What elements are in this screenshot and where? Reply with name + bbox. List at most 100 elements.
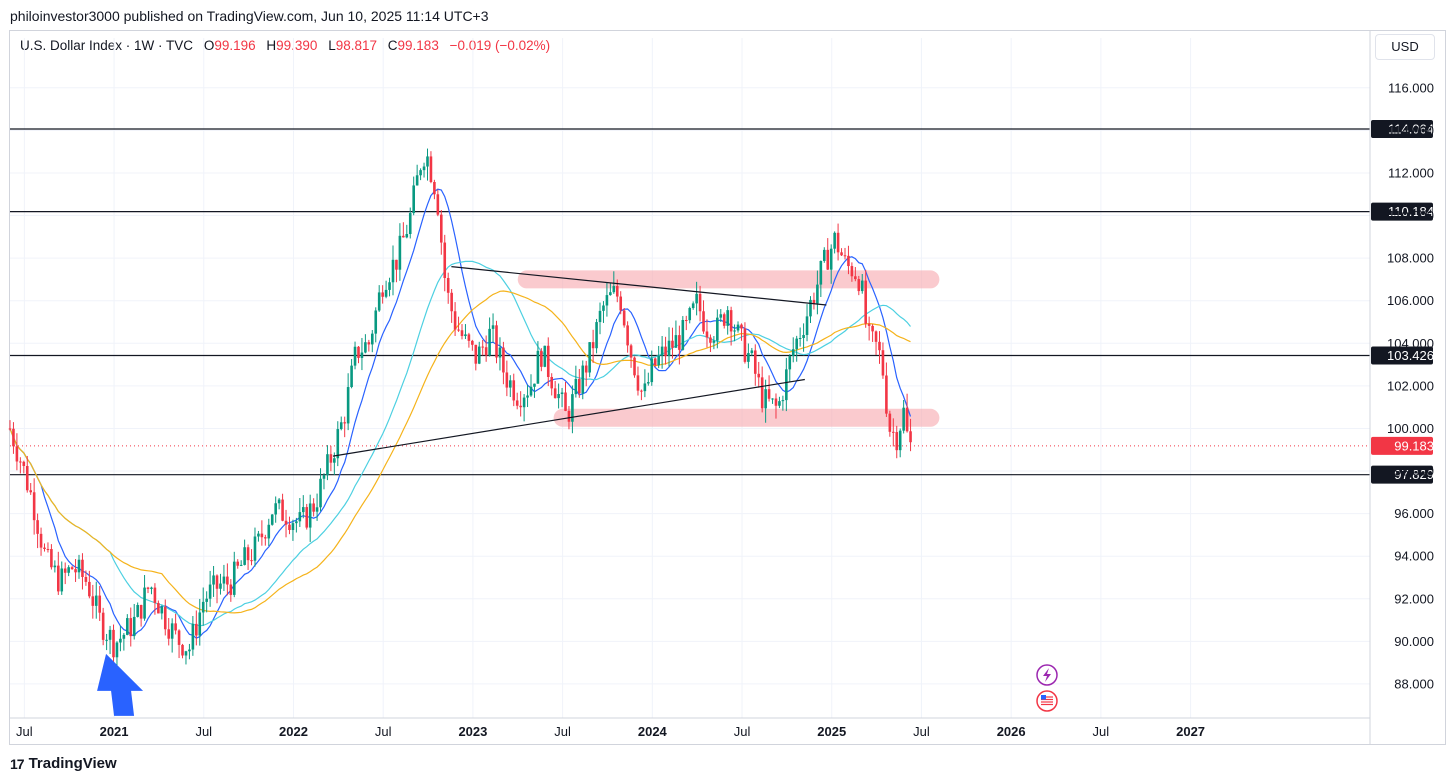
time-tick-label: 2022 — [279, 724, 308, 739]
candle-body — [471, 340, 474, 345]
candle-body — [574, 379, 578, 395]
candle-body — [277, 499, 281, 504]
change-value: −0.019 (−0.02%) — [449, 38, 551, 53]
candle-body — [457, 329, 460, 331]
time-tick-label: 2024 — [638, 724, 668, 739]
level-price-tag — [1371, 202, 1433, 221]
candle-body — [798, 337, 802, 339]
candle-body — [581, 365, 585, 394]
candle-body — [902, 407, 905, 431]
candle-body — [181, 644, 184, 656]
candle-body — [733, 330, 736, 332]
candle-body — [343, 422, 346, 424]
candle-body — [502, 347, 505, 373]
candle-body — [57, 565, 60, 592]
candle-body — [295, 521, 298, 524]
last-price-tag — [1371, 436, 1433, 455]
candle-body — [540, 350, 543, 367]
candle-body — [136, 604, 139, 617]
candle-body — [112, 629, 115, 658]
horizontal-levels: 114.064 110.184 103.426 97.829 99.183 — [10, 120, 1434, 484]
candle-body — [629, 345, 633, 358]
candle-body — [305, 507, 309, 528]
candle-body — [578, 379, 581, 394]
candle-body — [885, 375, 888, 414]
candle-body — [433, 181, 436, 195]
level-price-label: 97.829 — [1394, 467, 1434, 482]
price-tick-label: 102.000 — [1387, 378, 1434, 393]
candle-body — [881, 350, 885, 376]
time-tick-label: Jul — [375, 724, 392, 739]
candle-body — [519, 405, 522, 408]
candle-body — [771, 398, 774, 400]
candle-body — [336, 429, 340, 459]
candle-body — [402, 235, 405, 238]
candle-body — [239, 564, 243, 566]
candle-body — [439, 214, 443, 243]
candle-body — [836, 232, 840, 253]
candle-body — [647, 382, 650, 384]
price-tick-label: 108.000 — [1387, 251, 1434, 266]
chart-frame — [9, 30, 1446, 745]
currency-button[interactable]: USD — [1375, 34, 1435, 60]
high-label: H — [266, 38, 277, 53]
candle-body — [453, 311, 457, 330]
candle-body — [408, 213, 412, 235]
candle-body — [101, 612, 105, 640]
time-tick-label: Jul — [734, 724, 751, 739]
candle-body — [660, 346, 664, 356]
price-tick-label: 112.000 — [1388, 165, 1434, 180]
price-tick-label: 100.000 — [1387, 421, 1434, 436]
candle-body — [184, 651, 188, 656]
price-tick-label: 104.000 — [1387, 336, 1434, 351]
candle-body — [674, 335, 678, 348]
last-price-label: 99.183 — [1394, 438, 1434, 453]
candle-body — [491, 325, 495, 329]
candle-body — [91, 596, 95, 606]
candle-body — [681, 320, 685, 350]
price-tick-label: 92.000 — [1394, 591, 1434, 606]
time-tick-label: 2026 — [997, 724, 1026, 739]
time-tick-label: Jul — [554, 724, 571, 739]
candles — [8, 148, 912, 673]
candle-body — [778, 401, 781, 406]
candle-body — [253, 536, 257, 561]
candle-body — [19, 461, 22, 463]
candle-body — [119, 638, 122, 643]
candle-body — [350, 365, 353, 388]
candle-body — [291, 523, 295, 531]
candle-body — [571, 394, 574, 422]
tradingview-brand[interactable]: 17 TradingView — [10, 755, 117, 772]
time-tick-label: 2025 — [817, 724, 846, 739]
candle-body — [170, 623, 174, 639]
candle-body — [353, 346, 357, 366]
candle-body — [822, 249, 826, 261]
candle-body — [819, 260, 823, 285]
candle-body — [201, 601, 205, 613]
level-price-tag — [1371, 346, 1433, 365]
candle-body — [205, 598, 208, 602]
moving-average-slow — [9, 290, 911, 614]
candle-body — [688, 308, 692, 321]
open-value: 99.196 — [214, 38, 256, 53]
candle-body — [405, 234, 409, 238]
candle-body — [564, 392, 567, 411]
candle-body — [695, 293, 698, 304]
candle-body — [364, 342, 367, 353]
candle-body — [288, 524, 291, 531]
candle-body — [46, 549, 50, 551]
candle-body — [636, 375, 640, 391]
candle-body — [705, 331, 709, 338]
candle-body — [664, 346, 667, 357]
level-price-tag — [1371, 465, 1433, 484]
symbol-name[interactable]: U.S. Dollar Index · 1W · TVC — [20, 38, 194, 53]
candle-body — [212, 575, 215, 585]
candle-body — [374, 310, 378, 334]
candle-body — [246, 547, 250, 561]
candle-body — [495, 325, 498, 358]
candle-body — [395, 259, 398, 270]
candle-body — [781, 400, 785, 402]
candle-body — [370, 333, 374, 345]
candle-body — [529, 386, 533, 396]
